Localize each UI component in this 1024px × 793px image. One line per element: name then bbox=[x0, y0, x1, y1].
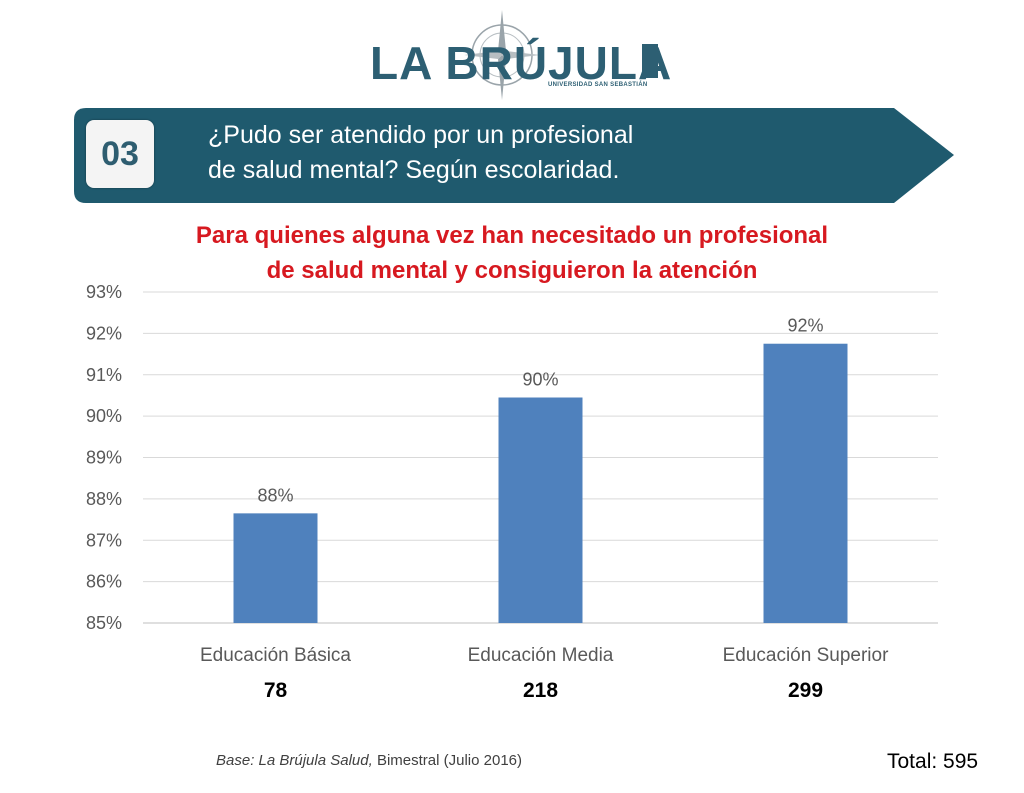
data-labels: 88% 90% 92% bbox=[257, 316, 823, 506]
chart-subtitle: Para quienes alguna vez han necesitado u… bbox=[140, 218, 884, 288]
sample-count: 218 bbox=[523, 679, 558, 702]
question-text: ¿Pudo ser atendido por un profesional de… bbox=[208, 118, 768, 188]
sample-count: 78 bbox=[264, 679, 288, 702]
bar bbox=[233, 513, 318, 623]
bar bbox=[763, 343, 848, 623]
y-tick-label: 91% bbox=[86, 365, 122, 385]
bar bbox=[498, 397, 583, 623]
data-label: 92% bbox=[787, 316, 823, 336]
question-banner bbox=[74, 108, 954, 203]
logo-subtitle: UNIVERSIDAD SAN SEBASTIÁN bbox=[548, 82, 648, 88]
logo-side-mark bbox=[642, 44, 658, 78]
logo: LA BRÚJULA UNIVERSIDAD SAN SEBASTIÁN bbox=[370, 10, 673, 100]
y-tick-label: 88% bbox=[86, 489, 122, 509]
source-label: Base: La Brújula Salud, bbox=[216, 752, 373, 769]
source-detail: Bimestral (Julio 2016) bbox=[372, 752, 523, 769]
total-count: Total: 595 bbox=[887, 750, 979, 773]
question-line-1: ¿Pudo ser atendido por un profesional bbox=[208, 121, 634, 149]
category-labels: Educación Básica 78 Educación Media 218 Educ… bbox=[200, 645, 889, 702]
y-tick-label: 93% bbox=[86, 282, 122, 302]
chart-subtitle-line-2: de salud mental y consiguieron la atenci… bbox=[266, 257, 758, 284]
logo-text: LA BRÚJULA bbox=[370, 37, 673, 89]
y-tick-label: 85% bbox=[86, 613, 122, 633]
compass-icon bbox=[464, 10, 540, 100]
x-category-label: Educación Superior bbox=[723, 645, 889, 666]
y-tick-label: 87% bbox=[86, 530, 122, 550]
source-footnote: Base: La Brújula Salud, Bimestral (Julio… bbox=[216, 752, 522, 769]
x-category-label: Educación Básica bbox=[200, 645, 351, 666]
bars bbox=[233, 343, 848, 623]
data-label: 90% bbox=[522, 370, 558, 390]
x-category-label: Educación Media bbox=[468, 645, 614, 666]
data-label: 88% bbox=[257, 485, 293, 505]
y-tick-label: 92% bbox=[86, 323, 122, 343]
y-tick-label: 86% bbox=[86, 572, 122, 592]
y-tick-label: 90% bbox=[86, 406, 122, 426]
sample-count: 299 bbox=[788, 679, 823, 702]
y-tick-label: 89% bbox=[86, 448, 122, 468]
question-line-2: de salud mental? Según escolaridad. bbox=[208, 156, 620, 184]
section-number-badge: 03 bbox=[86, 120, 154, 188]
y-axis-ticks: 85% 86% 87% 88% 89% 90% 91% 92% 93% bbox=[86, 282, 122, 633]
chart-subtitle-line-1: Para quienes alguna vez han necesitado u… bbox=[195, 222, 829, 249]
